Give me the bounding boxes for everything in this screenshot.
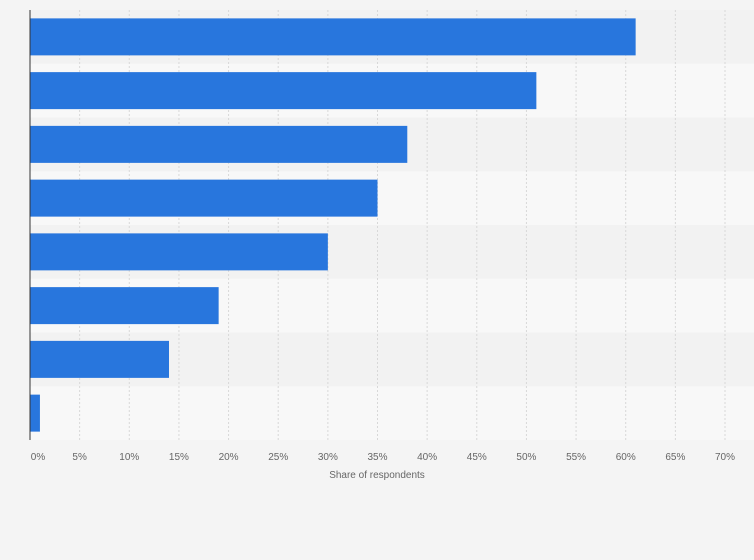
x-tick-label: 45%	[467, 452, 487, 463]
row-band	[30, 386, 754, 440]
x-tick-label: 50%	[516, 452, 536, 463]
x-tick-label: 70%	[715, 452, 735, 463]
x-tick-label: 35%	[367, 452, 387, 463]
bar	[30, 125, 408, 163]
bar	[30, 340, 169, 378]
x-tick-label: 0%	[31, 452, 46, 463]
x-tick-label: 15%	[169, 452, 189, 463]
bar	[30, 394, 40, 432]
x-tick-label: 55%	[566, 452, 586, 463]
x-tick-label: 25%	[268, 452, 288, 463]
x-tick-label: 40%	[417, 452, 437, 463]
x-tick-label: 10%	[119, 452, 139, 463]
x-tick-label: 60%	[616, 452, 636, 463]
x-tick-label: 30%	[318, 452, 338, 463]
bar	[30, 287, 219, 325]
bar	[30, 179, 378, 217]
x-tick-label: 20%	[219, 452, 239, 463]
x-tick-label: 5%	[72, 452, 87, 463]
bar	[30, 18, 636, 56]
bar	[30, 72, 537, 110]
x-tick-label: 65%	[665, 452, 685, 463]
x-axis-label: Share of respondents	[329, 470, 425, 481]
bar	[30, 233, 328, 271]
